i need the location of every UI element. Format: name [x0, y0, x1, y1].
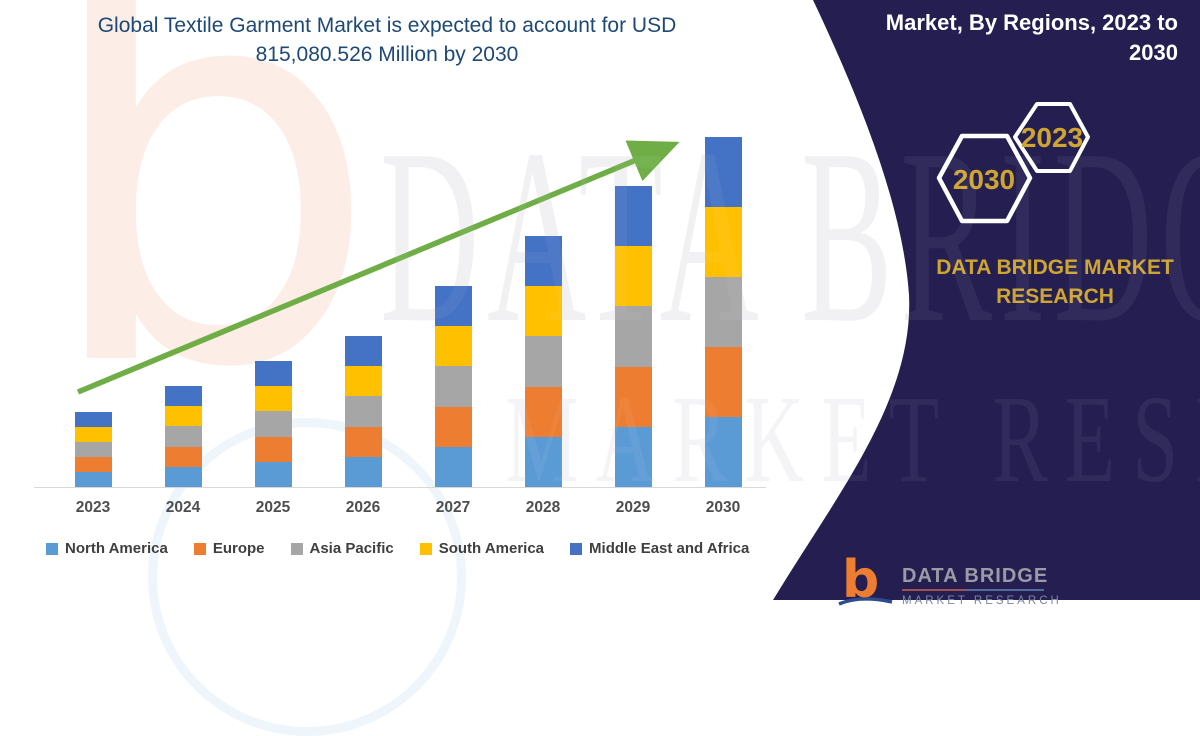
legend-swatch-icon	[419, 542, 432, 555]
bar-segment	[164, 466, 202, 487]
chart-legend: North America Europe Asia Pacific South Ame…	[46, 540, 749, 557]
legend-item: Middle East and Africa	[570, 540, 749, 557]
x-axis-line	[34, 487, 766, 488]
legend-swatch-icon	[290, 542, 303, 555]
hexagon-badges: 2030 2023	[936, 102, 1090, 224]
bar-segment	[164, 446, 202, 467]
x-axis-label-2024: 2024	[165, 499, 201, 516]
hexagon-2023-icon	[1013, 102, 1090, 173]
x-axis-label-2023: 2023	[75, 499, 111, 516]
legend-label: Asia Pacific	[309, 540, 394, 557]
bar-segment	[74, 472, 112, 487]
bar-segment	[344, 396, 382, 427]
badge-year-2030: 2030	[953, 164, 1015, 195]
bar-segment	[704, 417, 742, 487]
x-axis-label-2028: 2028	[525, 499, 561, 516]
chart-title-line2: 815,080.526 Million by 2030	[255, 42, 519, 66]
bar-segment	[704, 207, 742, 277]
legend-swatch-icon	[570, 542, 583, 555]
legend-label: South America	[438, 540, 545, 557]
footer-brand-tagline: MARKET RESEARCH	[902, 595, 1062, 607]
bar-2023	[74, 412, 112, 487]
bar-segment	[524, 436, 562, 487]
infographic-canvas: { "title": { "lines": [ "Global Textile …	[34, 0, 1200, 736]
bar-segment	[524, 386, 562, 437]
bar-segment	[344, 456, 382, 487]
bar-segment	[704, 347, 742, 417]
bar-segment	[254, 436, 292, 462]
chart-title: Global Textile Garment Market is expecte…	[62, 12, 712, 70]
bar-2030	[704, 137, 742, 487]
legend-item: Europe	[193, 540, 265, 557]
panel-header-line2: 2030	[1129, 39, 1178, 65]
bar-segment	[74, 457, 112, 472]
x-axis-label-2026: 2026	[345, 499, 381, 516]
bar-segment	[254, 411, 292, 437]
bar-segment	[704, 277, 742, 347]
x-axis-label-2025: 2025	[255, 499, 291, 516]
legend-label: Middle East and Africa	[589, 540, 750, 557]
bar-segment	[74, 442, 112, 457]
legend-item: Asia Pacific	[290, 540, 394, 557]
x-axis-label-2027: 2027	[435, 499, 471, 516]
footer-logo-swoosh-icon	[838, 597, 893, 606]
hexagon-2030-icon	[936, 133, 1033, 224]
panel-header-line1: Market, By Regions, 2023 to	[885, 10, 1178, 35]
brand-caption-line2: RESEARCH	[996, 284, 1114, 308]
badge-year-2023: 2023	[1021, 122, 1083, 153]
footer-brand-rule	[902, 589, 1044, 591]
watermark-text-row1-overlay: DATA BRIDGE	[380, 98, 1200, 375]
bar-segment	[164, 406, 202, 427]
bar-segment	[704, 137, 742, 207]
panel-header: Market, By Regions, 2023 to 2030	[848, 8, 1178, 67]
legend-label: North America	[65, 540, 168, 557]
bar-segment	[344, 426, 382, 457]
bar-segment	[614, 426, 652, 487]
x-axis-label-2029: 2029	[615, 499, 651, 516]
brand-caption-line1: DATA BRIDGE MARKET	[936, 256, 1174, 279]
brand-caption: DATA BRIDGE MARKET RESEARCH	[935, 254, 1175, 312]
side-panel-background	[773, 0, 1200, 600]
bar-segment	[254, 461, 292, 487]
bar-segment	[434, 406, 472, 447]
chart-title-line1: Global Textile Garment Market is expecte…	[97, 14, 677, 37]
bar-segment	[74, 427, 112, 442]
watermark-text-row2-overlay: MARKET RESEARCH	[505, 371, 1200, 509]
legend-label: Europe	[212, 540, 265, 557]
side-panel-shape	[773, 0, 1200, 600]
footer-logo-b-icon: b	[842, 550, 880, 610]
legend-swatch-icon	[46, 542, 58, 555]
x-axis-label-2030: 2030	[705, 499, 741, 516]
bar-segment	[164, 426, 202, 447]
bar-segment	[74, 412, 112, 427]
legend-item: South America	[419, 540, 545, 557]
legend-swatch-icon	[193, 542, 206, 555]
legend-item: North America	[46, 540, 168, 557]
bar-segment	[434, 446, 472, 487]
footer-brand-name: DATA BRIDGE	[902, 565, 1049, 587]
